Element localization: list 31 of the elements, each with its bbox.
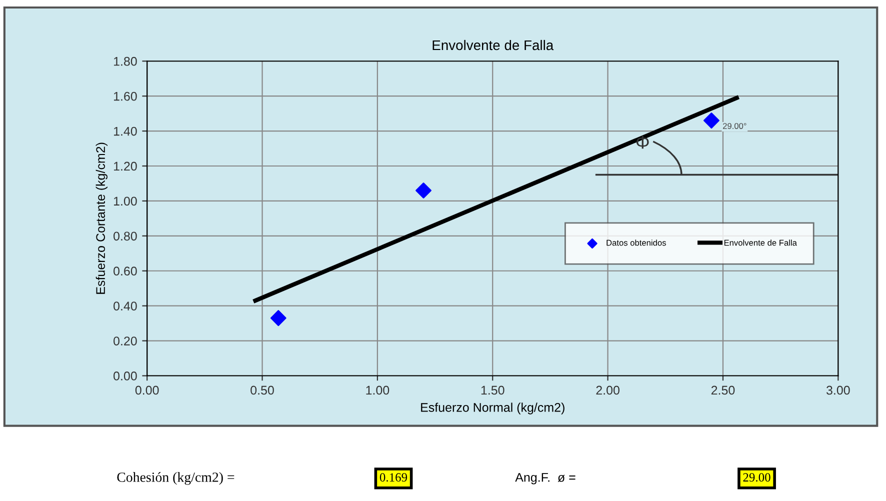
x-tick-label: 0.00 bbox=[135, 386, 159, 395]
text: 29.00 bbox=[743, 473, 770, 482]
y-tick-label: 1.00 bbox=[114, 196, 137, 206]
y-tick-label: 1.60 bbox=[114, 92, 137, 101]
legend-label: Envolvente de Falla bbox=[724, 240, 797, 246]
y-axis-title: Esfuerzo Cortante (kg/cm2) bbox=[96, 142, 108, 294]
annotation: 29.00° bbox=[722, 123, 746, 129]
y-tick-label: 0.60 bbox=[114, 266, 137, 276]
chart-title: Envolvente de Falla bbox=[432, 40, 554, 50]
point bbox=[703, 112, 720, 129]
y-tick-label: 0.00 bbox=[114, 372, 137, 380]
y-tick-label: 0.20 bbox=[114, 336, 137, 346]
y-tick-label: 0.40 bbox=[114, 302, 137, 310]
x-tick-label: 2.50 bbox=[711, 386, 735, 395]
text: 0.169 bbox=[380, 473, 408, 482]
y-tick-label: 1.20 bbox=[114, 162, 137, 171]
x-tick-label: 1.00 bbox=[366, 386, 390, 395]
legend-label: Datos obtenidos bbox=[606, 240, 666, 246]
text: Ang.F. ø = bbox=[515, 473, 576, 484]
x-tick-label: 2.00 bbox=[596, 386, 620, 395]
point bbox=[270, 310, 286, 326]
x-axis-title: Esfuerzo Normal (kg/cm2) bbox=[421, 402, 564, 414]
text: Cohesión (kg/cm2) = bbox=[117, 472, 234, 485]
annotation: Φ bbox=[636, 136, 649, 149]
y-tick-label: 1.40 bbox=[114, 126, 137, 136]
x-tick-label: 0.50 bbox=[250, 386, 274, 395]
y-tick-label: 1.80 bbox=[114, 56, 137, 66]
y-tick-label: 0.80 bbox=[114, 232, 137, 241]
point bbox=[416, 182, 432, 198]
x-tick-label: 3.00 bbox=[826, 386, 850, 395]
x-tick-label: 1.50 bbox=[481, 386, 504, 395]
